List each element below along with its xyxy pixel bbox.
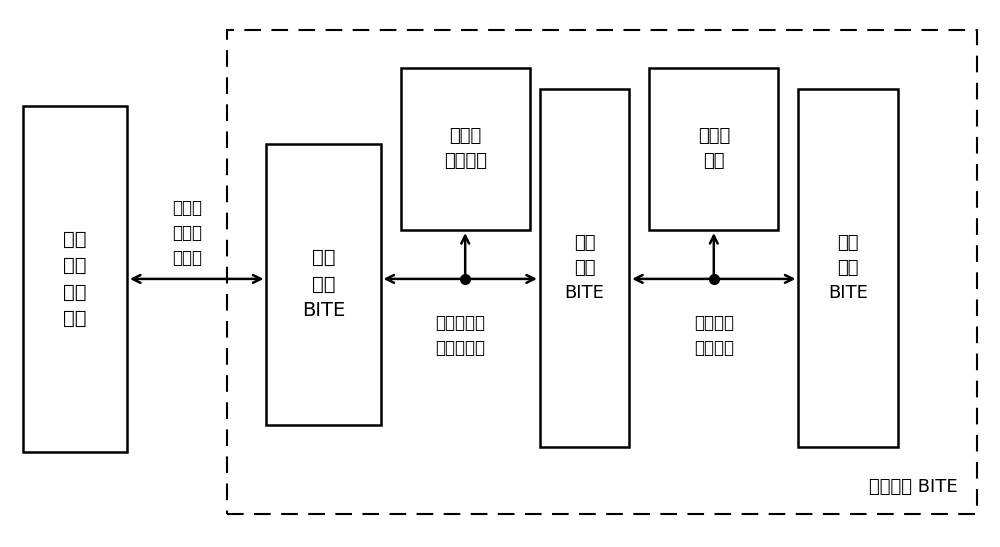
Text: 分层集成 BITE: 分层集成 BITE bbox=[869, 479, 957, 496]
Text: 系统级测试
和维修总线: 系统级测试 和维修总线 bbox=[435, 315, 485, 357]
Text: 元器
件级
BITE: 元器 件级 BITE bbox=[828, 234, 868, 302]
Text: 其它元
器件: 其它元 器件 bbox=[698, 127, 730, 171]
Text: 边界扫描
测试总线: 边界扫描 测试总线 bbox=[694, 315, 734, 357]
Bar bbox=[23, 106, 127, 452]
FancyArrowPatch shape bbox=[710, 236, 718, 276]
Text: 其它被
测电路板: 其它被 测电路板 bbox=[444, 127, 487, 171]
Text: 分系
统级
BITE: 分系 统级 BITE bbox=[302, 248, 345, 321]
FancyArrowPatch shape bbox=[461, 236, 469, 276]
FancyArrowPatch shape bbox=[386, 275, 534, 283]
Bar bbox=[401, 68, 530, 230]
Text: 外部
数据
管理
系统: 外部 数据 管理 系统 bbox=[63, 230, 87, 328]
Text: 系统级
高速数
据总线: 系统级 高速数 据总线 bbox=[172, 199, 202, 267]
Bar bbox=[266, 143, 381, 425]
FancyArrowPatch shape bbox=[133, 275, 261, 283]
Bar bbox=[798, 89, 898, 447]
Bar bbox=[540, 89, 629, 447]
Bar bbox=[649, 68, 778, 230]
FancyArrowPatch shape bbox=[635, 275, 793, 283]
Text: 电路
板级
BITE: 电路 板级 BITE bbox=[565, 234, 604, 302]
